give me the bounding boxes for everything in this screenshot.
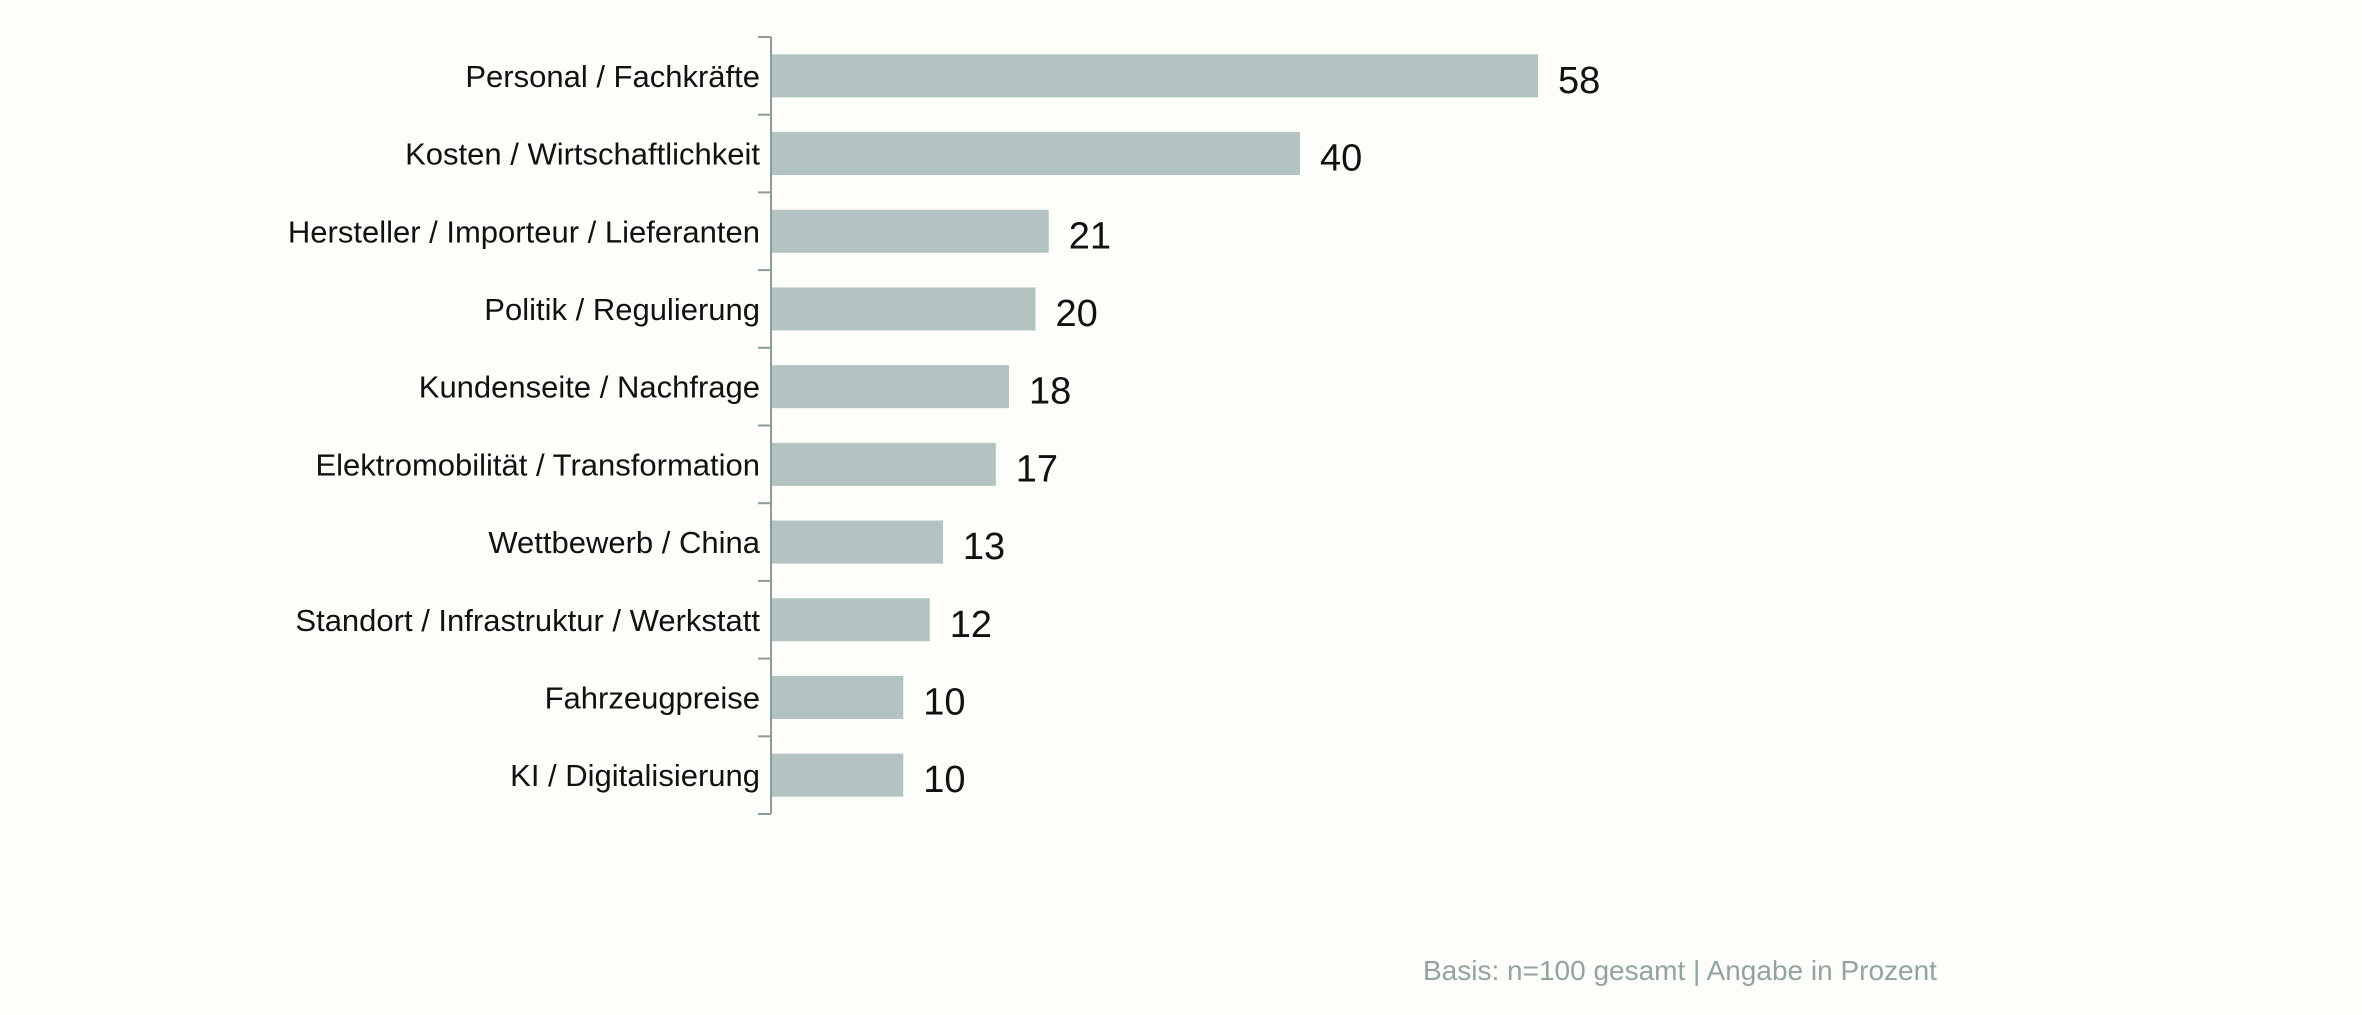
bar [771, 675, 904, 719]
bar [771, 753, 904, 797]
value-label: 10 [923, 681, 965, 723]
category-label: Politik / Regulierung [484, 292, 760, 327]
bar [771, 598, 930, 642]
category-label: Kosten / Wirtschaftlichkeit [405, 137, 760, 172]
bar [771, 442, 996, 486]
value-label: 40 [1320, 138, 1362, 180]
bar [771, 54, 1538, 98]
bar [771, 520, 943, 564]
bar [771, 287, 1036, 331]
value-label: 10 [923, 759, 965, 801]
bar [771, 209, 1049, 253]
category-label: Kundenseite / Nachfrage [419, 370, 760, 405]
category-label: Fahrzeugpreise [545, 680, 760, 715]
category-label: Wettbewerb / China [488, 525, 760, 560]
value-label: 21 [1069, 215, 1111, 257]
category-label: Hersteller / Importeur / Lieferanten [288, 214, 760, 249]
category-label: Personal / Fachkräfte [465, 59, 760, 94]
footnote: Basis: n=100 gesamt | Angabe in Prozent [1423, 955, 1937, 986]
value-label: 58 [1558, 60, 1600, 102]
category-label: Standort / Infrastruktur / Werkstatt [295, 603, 760, 638]
value-label: 13 [963, 526, 1005, 568]
category-label: Elektromobilität / Transformation [315, 447, 760, 482]
bar [771, 132, 1300, 176]
value-label: 18 [1029, 371, 1071, 413]
bar [771, 365, 1010, 409]
value-label: 17 [1016, 448, 1058, 490]
category-label: KI / Digitalisierung [510, 758, 760, 793]
value-label: 12 [950, 604, 992, 646]
value-label: 20 [1055, 293, 1097, 335]
